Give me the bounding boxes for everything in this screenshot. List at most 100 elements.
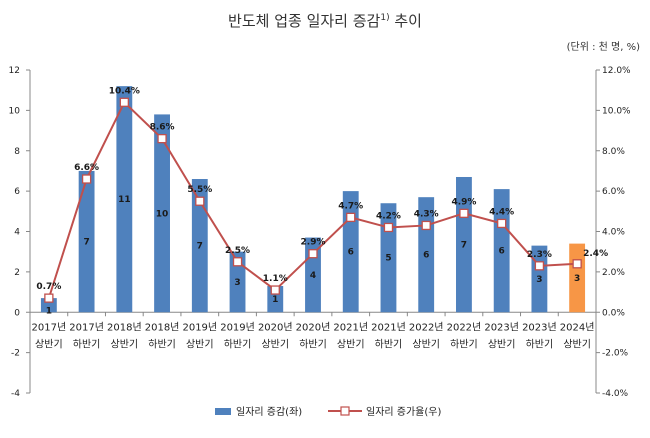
y-tick-label-left: -2: [11, 349, 20, 359]
x-tick-label-half: 상반기: [186, 338, 214, 350]
x-tick-label-year: 2021년: [371, 321, 406, 333]
x-tick-label-year: 2020년: [296, 321, 331, 333]
data-labels: 1 7 11 10 7 3 1 4 6 5 6 7 6 3 3 0.7% 6.6% 10.4% 8.6% 5.5% 2.…: [36, 86, 608, 316]
x-tick-label-year: 2022년: [409, 321, 444, 333]
point-value-label: 2.5%: [225, 246, 250, 256]
bar-value-label: 1: [272, 295, 278, 305]
point-value-label: 1.1%: [263, 274, 288, 284]
x-tick-label-half: 하반기: [299, 337, 327, 350]
line-point: [346, 212, 356, 223]
line-point: [383, 222, 394, 233]
point-value-label: 4.4%: [489, 207, 514, 217]
bar: [154, 114, 170, 313]
line-point: [572, 259, 582, 269]
x-tick-label-half: 상반기: [337, 338, 365, 350]
y-tick-label-right: 4.0%: [602, 228, 625, 238]
y-tick-label-right: -4.0%: [602, 389, 629, 399]
point-value-label: 6.6%: [74, 163, 99, 173]
bar-value-label: 11: [118, 195, 131, 205]
unit-label: (단위 : 천 명, %): [567, 40, 640, 53]
legend-bar-swatch: [215, 408, 231, 415]
bar-value-label: 7: [197, 242, 203, 252]
line-point: [119, 97, 129, 107]
bar-value-label: 3: [574, 274, 580, 284]
legend-bar-label: 일자리 증감(좌): [236, 406, 302, 418]
line-point: [459, 208, 469, 218]
title-superscript: 1): [380, 13, 389, 23]
x-tick-label-half: 상반기: [563, 338, 591, 350]
x-tick-label-half: 상반기: [412, 338, 440, 350]
y-tick-label-right: 0.0%: [602, 308, 625, 318]
x-tick-label-half: 하반기: [375, 337, 403, 350]
x-tick-label-year: 2023년: [484, 321, 519, 333]
bar-value-label: 6: [499, 247, 505, 257]
point-value-label: 8.6%: [150, 123, 175, 133]
y-tick-label-right: -2.0%: [602, 349, 629, 359]
y-tick-label-right: 2.0%: [602, 268, 625, 278]
bar-value-label: 7: [83, 238, 89, 248]
y-tick-label-right: 12.0%: [602, 66, 631, 76]
line-point: [308, 249, 318, 259]
line-point: [497, 218, 507, 229]
legend: 일자리 증감(좌) 일자리 증가율(우): [215, 406, 441, 418]
y-tick-label-left: -4: [11, 389, 20, 399]
line-point: [421, 220, 431, 231]
y-tick-label-right: 6.0%: [602, 187, 625, 197]
axes: -4 -2 0 2 4 6 8 10 12 -4.0% -2.0% 0.0% 2.0% 4.0% 6.0% 8…: [9, 66, 631, 399]
y-tick-label-left: 12: [9, 66, 20, 76]
bar-value-label: 10: [156, 209, 169, 219]
point-value-label: 10.4%: [109, 86, 140, 96]
x-tick-label-half: 상반기: [35, 338, 63, 350]
bar: [191, 179, 208, 313]
bar: [78, 170, 95, 313]
bar: [229, 251, 246, 313]
x-tick-label-half: 하반기: [450, 337, 478, 350]
x-tick-label-year: 2019년: [220, 321, 255, 333]
x-tick-label-year: 2017년: [69, 321, 104, 333]
bar: [116, 86, 133, 313]
line-point: [81, 174, 92, 184]
x-tick-label-year: 2023년: [522, 321, 557, 333]
bar-value-label: 3: [234, 278, 240, 288]
line-point: [270, 285, 280, 295]
bar-value-label: 1: [46, 306, 52, 316]
y-tick-label-right: 8.0%: [602, 147, 625, 157]
x-tick-label-half: 하반기: [73, 337, 101, 350]
x-tick-label-year: 2024년: [560, 321, 595, 333]
y-tick-label-left: 8: [14, 147, 20, 157]
point-value-label: 4.7%: [338, 201, 363, 211]
legend-line-marker: [340, 406, 350, 416]
x-tick-label-half: 하반기: [224, 337, 252, 350]
x-tick-label-year: 2018년: [145, 321, 180, 333]
bar-value-label: 4: [310, 271, 316, 281]
bar-value-label: 6: [423, 251, 429, 261]
x-tick-label-year: 2021년: [333, 321, 368, 333]
line-series: [44, 97, 582, 303]
point-value-label: 4.2%: [376, 211, 401, 221]
bar-value-label: 6: [348, 248, 354, 258]
point-value-label: 0.7%: [36, 282, 61, 292]
point-value-label: 2.9%: [301, 238, 326, 248]
legend-line-label: 일자리 증가율(우): [366, 406, 441, 418]
x-tick-label-year: 2019년: [182, 321, 217, 333]
y-tick-label-right: 10.0%: [602, 106, 631, 116]
y-tick-label-left: 4: [14, 228, 20, 238]
y-tick-label-left: 6: [14, 187, 20, 197]
line-point: [44, 293, 54, 303]
x-tick-label-year: 2017년: [32, 321, 67, 333]
x-tick-label-half: 상반기: [261, 338, 289, 350]
point-value-label: 2.3%: [527, 250, 552, 260]
x-tick-label-year: 2020년: [258, 321, 293, 333]
y-tick-label-left: 2: [14, 268, 20, 278]
chart-title: 반도체 업종 일자리 증감1) 추이: [228, 12, 422, 30]
point-value-label: 4.9%: [451, 197, 476, 207]
line-point: [232, 257, 243, 267]
line-point: [157, 133, 167, 144]
point-value-label: 5.5%: [187, 185, 212, 195]
x-tick-label-year: 2022년: [447, 321, 482, 333]
bar-value-label: 5: [385, 254, 391, 264]
x-tick-label-half: 하반기: [526, 337, 554, 350]
line-point: [534, 261, 545, 271]
bar-value-label: 7: [461, 241, 467, 251]
